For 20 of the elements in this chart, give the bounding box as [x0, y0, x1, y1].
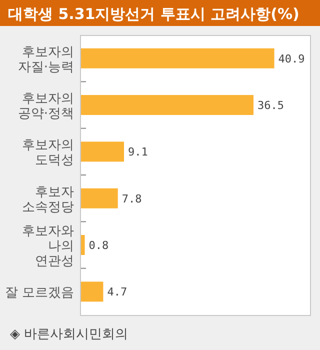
y-tick-label: 후보자의 공약·정책: [18, 92, 74, 122]
bar: [81, 142, 124, 162]
chart-title: 대학생 5.31지방선거 투표시 고려사항(%): [8, 5, 300, 23]
bar: [81, 235, 85, 255]
text: ◈ 바른사회시민회의: [10, 327, 128, 342]
y-tick-label: 후보자와 나의 연관성: [22, 224, 74, 269]
y-tick-label: 후보자의 자질·능력: [18, 44, 74, 75]
y-tick-label: 잘 모르겠음: [4, 286, 74, 301]
data-label: 7.8: [122, 192, 142, 206]
bar: [81, 48, 274, 68]
data-label: 40.9: [278, 52, 305, 66]
bar: [81, 282, 104, 302]
data-label: 9.1: [128, 146, 148, 159]
data-label: 0.8: [88, 239, 109, 252]
bar: [81, 95, 254, 115]
y-tick-label: 후보자 소속정당: [22, 184, 74, 215]
bar: [81, 188, 118, 208]
data-label: 4.7: [107, 286, 128, 299]
data-label: 36.5: [257, 99, 284, 112]
y-tick-label: 후보자의 도덕성: [22, 138, 74, 168]
